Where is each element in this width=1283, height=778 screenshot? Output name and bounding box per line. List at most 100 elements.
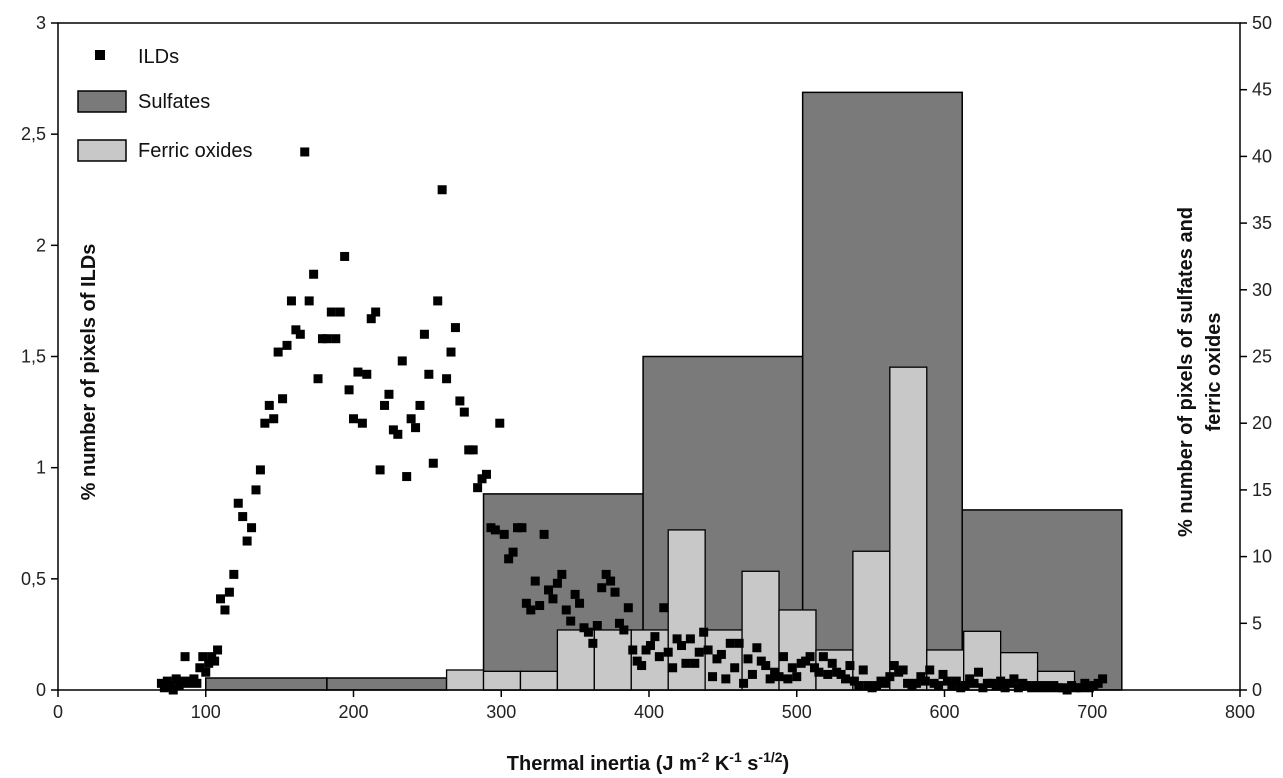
sulfates-bars (205, 91, 1123, 691)
ilds-point-18 (210, 656, 220, 666)
ilds-point-124 (677, 641, 687, 651)
ilds-point-180 (925, 665, 935, 675)
ilds-point-134 (721, 674, 731, 684)
ilds-point-191 (973, 667, 983, 677)
ilds-point-183 (938, 669, 948, 679)
right-y-tick-label-8: 40 (1252, 146, 1272, 166)
ilds-point-46 (331, 334, 341, 344)
ilds-point-65 (415, 400, 425, 410)
right-y-tick-label-2: 10 (1252, 547, 1272, 567)
ilds-point-56 (375, 465, 385, 475)
ilds-point-219 (1098, 674, 1108, 684)
ilds-point-20 (216, 594, 226, 604)
ilds-point-1 (159, 683, 169, 693)
ilds-point-90 (526, 605, 536, 615)
ilds-point-179 (920, 676, 930, 686)
ilds-point-170 (880, 678, 890, 688)
ilds-point-164 (854, 681, 864, 691)
ilds-point-172 (889, 661, 899, 671)
ilds-point-161 (841, 674, 851, 684)
ilds-point-66 (419, 329, 429, 339)
ferric-oxides-bar-12 (889, 366, 928, 691)
ilds-point-48 (340, 251, 350, 261)
ilds-point-174 (898, 665, 908, 675)
legend-patch-sulfates (77, 90, 127, 113)
right-y-tick-label-6: 30 (1252, 280, 1272, 300)
ilds-point-30 (260, 418, 270, 428)
ilds-point-104 (588, 638, 598, 648)
ilds-point-34 (278, 394, 288, 404)
right-y-axis-title-line2: ferric oxides (1203, 313, 1225, 432)
left-y-tick-label-2: 1 (36, 458, 46, 478)
ilds-point-98 (561, 605, 571, 615)
ilds-point-111 (619, 625, 629, 635)
ilds-point-38 (295, 329, 305, 339)
ilds-point-77 (468, 445, 478, 455)
ilds-point-53 (362, 369, 372, 379)
ilds-point-35 (282, 340, 292, 350)
ilds-point-31 (264, 400, 274, 410)
ilds-point-113 (628, 645, 638, 655)
ilds-point-153 (805, 652, 815, 662)
ilds-point-123 (672, 634, 682, 644)
ilds-point-162 (845, 661, 855, 671)
ilds-point-146 (774, 672, 784, 682)
ilds-point-188 (960, 681, 970, 691)
right-y-tick-label-0: 0 (1252, 680, 1262, 700)
ilds-point-135 (725, 638, 735, 648)
ilds-point-27 (247, 523, 257, 533)
right-y-tick-label-5: 25 (1252, 347, 1272, 367)
ilds-point-103 (583, 627, 593, 637)
ilds-point-14 (198, 652, 208, 662)
ilds-point-112 (623, 603, 633, 613)
ilds-point-61 (397, 356, 407, 366)
ferric-oxides-bar-4 (593, 629, 632, 691)
ilds-point-51 (353, 367, 363, 377)
ilds-point-99 (566, 616, 576, 626)
ilds-point-69 (433, 296, 443, 306)
ilds-point-74 (455, 396, 465, 406)
ilds-point-44 (322, 334, 332, 344)
ilds-point-64 (411, 423, 421, 433)
ilds-point-148 (783, 674, 793, 684)
ilds-point-70 (437, 185, 447, 195)
x-tick-label-5: 500 (782, 702, 812, 722)
ilds-point-88 (517, 523, 527, 533)
ilds-point-55 (371, 307, 381, 317)
sulfates-bar-4 (801, 91, 963, 691)
ilds-point-199 (1009, 674, 1019, 684)
ilds-point-140 (747, 669, 757, 679)
ilds-point-97 (557, 569, 567, 579)
left-y-tick-label-3: 1,5 (21, 347, 46, 367)
ilds-point-126 (685, 634, 695, 644)
ilds-point-67 (424, 369, 434, 379)
ilds-point-63 (406, 414, 416, 424)
ilds-point-19 (213, 645, 223, 655)
ilds-point-110 (614, 618, 624, 628)
right-y-axis-title-line1: % number of pixels of sulfates and (1175, 207, 1197, 537)
ferric-oxides-bar-11 (852, 550, 891, 691)
ilds-point-143 (761, 661, 771, 671)
ilds-point-25 (238, 512, 248, 522)
ilds-point-141 (752, 643, 762, 653)
x-tick-label-1: 100 (191, 702, 221, 722)
ilds-point-95 (548, 594, 558, 604)
x-tick-label-3: 300 (486, 702, 516, 722)
legend-label-sulfates: Sulfates (138, 91, 210, 113)
ilds-point-72 (446, 347, 456, 357)
right-y-tick-label-7: 35 (1252, 213, 1272, 233)
ilds-point-13 (195, 663, 205, 673)
left-y-axis-title: % number of pixels of ILDs (78, 244, 100, 501)
ilds-point-165 (858, 665, 868, 675)
ilds-point-155 (814, 667, 824, 677)
sulfates-bar-0 (205, 677, 328, 691)
ferric-oxides-bar-1 (482, 670, 522, 691)
ilds-point-75 (459, 407, 469, 417)
legend-label-ferric-oxides: Ferric oxides (138, 140, 252, 162)
ilds-point-78 (473, 483, 483, 493)
ilds-point-120 (659, 603, 669, 613)
ilds-point-186 (951, 676, 961, 686)
ilds-point-121 (663, 647, 673, 657)
ilds-point-15 (201, 667, 211, 677)
